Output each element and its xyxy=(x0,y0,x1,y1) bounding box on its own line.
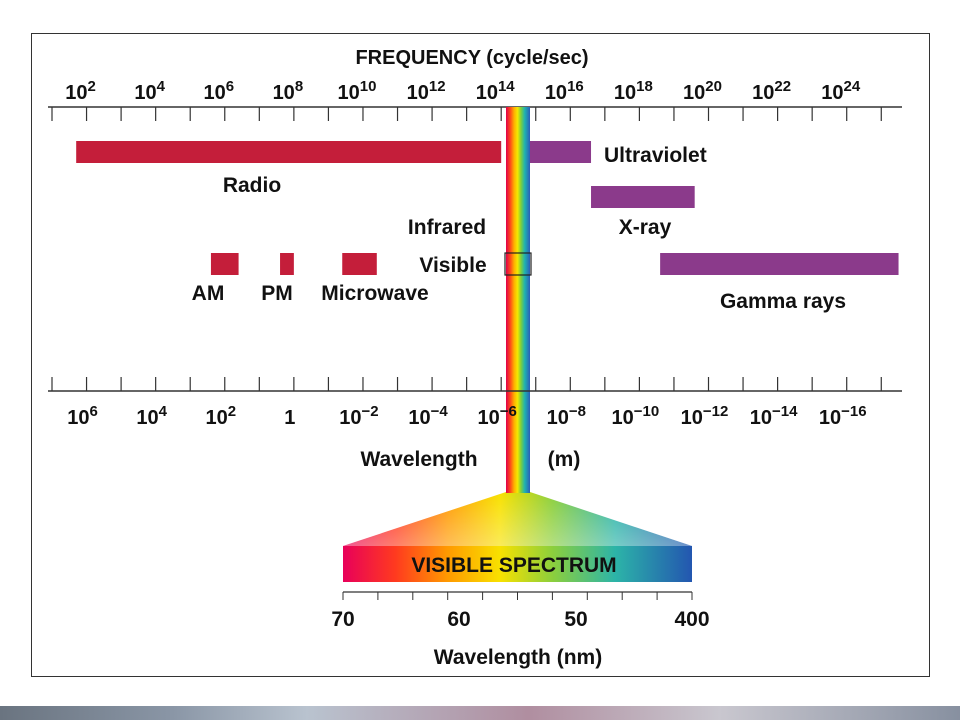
band-label-ultraviolet: Ultraviolet xyxy=(604,144,707,167)
frequency-tick-label: 1018 xyxy=(614,78,653,104)
wavelength-tick-label: 10−8 xyxy=(547,403,586,429)
wavelength-tick-labels: 106 104 102 1 10−2 10−4 10−6 10−8 10−10 10−12 10−1… xyxy=(67,403,866,429)
visible-spectrum-tick-label: 50 xyxy=(564,608,587,631)
frequency-tick-label: 1012 xyxy=(407,78,446,104)
wavelength-axis-title: Wavelength xyxy=(360,448,477,471)
visible-spectrum-title: VISIBLE SPECTRUM xyxy=(411,554,616,577)
wavelength-tick-label: 10−6 xyxy=(478,403,517,429)
wavelength-tick-label: 10−2 xyxy=(339,403,378,429)
band-label-am: AM xyxy=(192,282,225,305)
visible-marker-box xyxy=(504,252,532,276)
band-label-pm: PM xyxy=(261,282,293,305)
band-bar-gamma-rays xyxy=(660,253,899,275)
frequency-tick-label: 1016 xyxy=(545,78,584,104)
wavelength-tick-label: 10−14 xyxy=(750,403,798,429)
band-label-x-ray: X-ray xyxy=(619,216,672,239)
visible-spectrum-tick-labels: 70 60 50 400 xyxy=(331,608,709,631)
frequency-tick-label: 1024 xyxy=(821,78,861,104)
band-bar-infrared xyxy=(425,141,502,163)
wavelength-tick-label: 102 xyxy=(205,403,236,429)
band-label-radio: Radio xyxy=(223,174,281,197)
frequency-tick-label: 102 xyxy=(65,78,96,104)
frequency-axis-title: FREQUENCY (cycle/sec) xyxy=(355,47,588,69)
band-label-gamma-rays: Gamma rays xyxy=(720,290,846,313)
frequency-tick-label: 108 xyxy=(273,78,304,104)
visible-spectrum-bar xyxy=(343,546,692,582)
band-bar-microwave xyxy=(342,253,377,275)
wavelength-tick-label: 10−12 xyxy=(681,403,729,429)
wavelength-axis-unit: (m) xyxy=(548,448,581,471)
wavelength-tick-label: 10−4 xyxy=(408,403,448,429)
band-bar-am xyxy=(210,253,239,275)
band-bar-x-ray xyxy=(591,186,695,208)
frequency-tick-label: 1014 xyxy=(476,78,516,104)
visible-label: Visible xyxy=(419,254,486,277)
visible-spectrum-tick-label: 60 xyxy=(447,608,470,631)
frequency-tick-label: 104 xyxy=(134,78,165,104)
frequency-tick-label: 1020 xyxy=(683,78,722,104)
visible-spectrum-axis-title: Wavelength (nm) xyxy=(434,646,602,669)
frequency-tick-label: 106 xyxy=(203,78,234,104)
visible-spectrum-tick-label: 400 xyxy=(674,608,709,631)
footer-band xyxy=(0,706,960,720)
wavelength-tick-label: 10−10 xyxy=(612,403,660,429)
visible-spectrum-ticks xyxy=(342,592,693,600)
band-label-infrared: Infrared xyxy=(408,216,486,239)
frequency-tick-label: 1010 xyxy=(338,78,377,104)
spectrum-bands xyxy=(76,141,899,275)
band-label-microwave: Microwave xyxy=(321,282,428,305)
wavelength-ticks xyxy=(51,377,882,391)
visible-spectrum-tick-label: 70 xyxy=(331,608,354,631)
frequency-tick-label: 1022 xyxy=(752,78,791,104)
visible-spectrum-fan-shade xyxy=(343,492,692,546)
wavelength-tick-label: 106 xyxy=(67,403,98,429)
frequency-ticks xyxy=(51,107,882,121)
band-bar-radio xyxy=(76,141,443,163)
band-bar-ultraviolet xyxy=(515,141,592,163)
band-bar-pm xyxy=(280,253,294,275)
frequency-tick-labels: 102 104 106 108 1010 1012 1014 1016 1018 1020 1022… xyxy=(65,78,861,104)
wavelength-tick-label: 104 xyxy=(136,403,167,429)
wavelength-tick-label: 10−16 xyxy=(819,403,867,429)
visible-light-stripe xyxy=(506,107,530,493)
wavelength-tick-label: 1 xyxy=(284,407,295,429)
